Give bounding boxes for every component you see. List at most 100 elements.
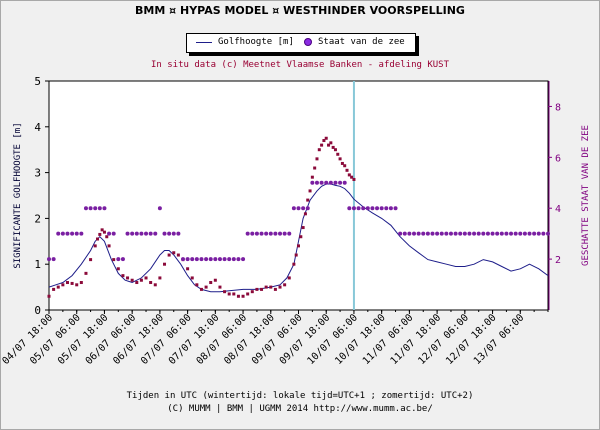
seastate-point [402, 231, 407, 236]
measured-point [223, 290, 227, 294]
seastate-point [458, 231, 463, 236]
measured-point [149, 281, 153, 285]
y2-tick-label: 4 [555, 204, 561, 215]
measured-point [303, 212, 307, 216]
seastate-point [190, 257, 195, 262]
seastate-point [56, 231, 61, 236]
measured-point [322, 139, 326, 143]
measured-point [102, 230, 106, 234]
seastate-point [476, 231, 481, 236]
plot-area [48, 80, 549, 311]
y2-axis-title: GESCHATTE STAAT VAN DE ZEE [581, 125, 591, 266]
measured-point [167, 253, 171, 257]
legend-line-swatch [196, 42, 212, 43]
seastate-point [347, 206, 352, 211]
seastate-point [208, 257, 213, 262]
measured-point [186, 267, 190, 271]
seastate-point [416, 231, 421, 236]
seastate-point [314, 180, 319, 185]
seastate-point [217, 257, 222, 262]
measured-point [163, 262, 167, 266]
measured-point [176, 253, 180, 257]
seastate-point [139, 231, 144, 236]
seastate-point [444, 231, 449, 236]
y-tick-label: 0 [34, 304, 41, 317]
seastate-point [278, 231, 283, 236]
seastate-point [310, 180, 315, 185]
seastate-point [370, 206, 375, 211]
measured-point [313, 166, 317, 170]
measured-point [345, 168, 349, 172]
measured-point [350, 175, 354, 179]
x-axis-label: Tijden in UTC (wintertijd: lokale tijd=U… [126, 391, 474, 401]
seastate-point [254, 231, 259, 236]
measured-point [301, 226, 305, 230]
seastate-point [171, 231, 176, 236]
seastate-point [88, 206, 93, 211]
measured-point [204, 285, 208, 289]
chart-subtitle: In situ data (c) Meetnet Vlaamse Banken … [150, 60, 449, 70]
measured-point [269, 285, 273, 289]
y2-tick-label: 8 [555, 102, 561, 113]
measured-point [315, 157, 319, 161]
measured-point [264, 285, 268, 289]
measured-point [278, 285, 282, 289]
seastate-point [472, 231, 477, 236]
seastate-point [324, 180, 329, 185]
measured-point [283, 283, 287, 287]
measured-point [144, 276, 148, 280]
measured-point [306, 198, 310, 202]
seastate-point [153, 231, 158, 236]
measured-point [347, 173, 351, 177]
measured-point [294, 253, 298, 257]
seastate-point [379, 206, 384, 211]
measured-point [158, 276, 162, 280]
seastate-point [296, 206, 301, 211]
measured-point [260, 287, 264, 291]
measured-point [227, 292, 231, 296]
measured-point [61, 283, 65, 287]
seastate-point [167, 231, 172, 236]
measured-point [96, 237, 100, 241]
measured-point [190, 276, 194, 280]
measured-point [112, 258, 116, 262]
measured-point [246, 292, 250, 296]
seastate-point [241, 257, 246, 262]
measured-point [126, 276, 130, 280]
seastate-point [398, 231, 403, 236]
seastate-point [356, 206, 361, 211]
y-tick-label: 3 [34, 167, 41, 180]
seastate-point [481, 231, 486, 236]
measured-point [195, 283, 199, 287]
seastate-point [513, 231, 518, 236]
seastate-point [365, 206, 370, 211]
seastate-point [250, 231, 255, 236]
seastate-point [259, 231, 264, 236]
measured-point [172, 251, 176, 255]
measured-point [317, 148, 321, 152]
seastate-point [301, 206, 306, 211]
seastate-point [439, 231, 444, 236]
seastate-point [70, 231, 75, 236]
seastate-point [47, 257, 51, 262]
measured-point [47, 294, 51, 298]
measured-point [273, 287, 277, 291]
measured-point [199, 287, 203, 291]
seastate-point [518, 231, 523, 236]
y2-tick-label: 6 [555, 153, 561, 164]
seastate-point [430, 231, 435, 236]
seastate-point [435, 231, 440, 236]
seastate-point [185, 257, 190, 262]
seastate-point [74, 231, 79, 236]
chart-title: BMM ¤ HYPAS MODEL ¤ WESTHINDER VOORSPELL… [135, 4, 465, 17]
measured-point [352, 177, 356, 181]
measured-point [338, 157, 342, 161]
seastate-point [134, 231, 139, 236]
seastate-point [111, 231, 116, 236]
measured-point [105, 235, 109, 239]
seastate-point [264, 231, 269, 236]
measured-point [130, 278, 134, 282]
measured-point [324, 136, 328, 140]
seastate-point [157, 206, 162, 211]
measured-point [336, 152, 340, 156]
